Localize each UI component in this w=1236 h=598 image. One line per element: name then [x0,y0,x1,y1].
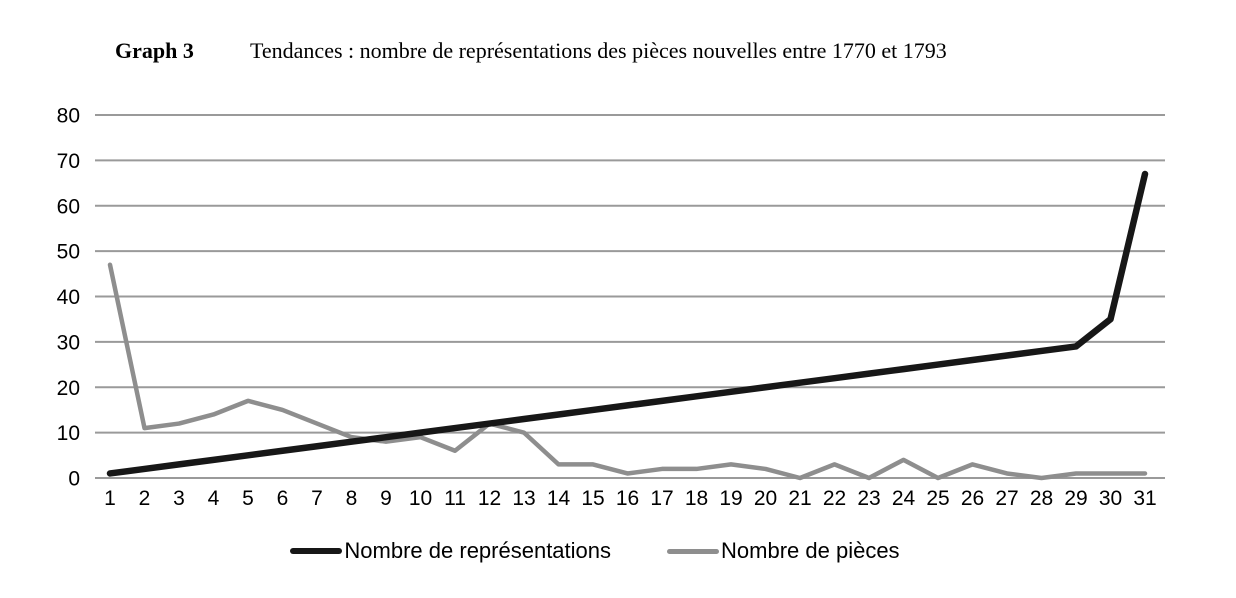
chart-title-text: Tendances : nombre de représentations de… [250,38,947,63]
x-tick-label: 27 [995,487,1018,510]
x-tick-label: 26 [961,487,984,510]
x-tick-label: 11 [444,487,466,510]
legend-label: Nombre de représentations [344,538,612,563]
legend-item-representations: Nombre de représentations [290,538,611,564]
x-tick-label: 22 [823,487,846,510]
x-tick-label: 18 [685,487,708,510]
x-tick-label: 6 [277,487,289,510]
x-tick-label: 28 [1030,487,1053,510]
x-tick-label: 10 [409,487,432,510]
x-tick-label: 12 [478,487,501,510]
gridlines [95,114,1165,479]
legend-line-swatch [667,548,720,554]
x-axis-labels: 1 2 3 4 5 6 7 8 9 10 11 12 13 14 15 16 17 18 19 20 21 22 23 24 2… [104,487,1157,510]
y-tick-label: 70 [57,150,80,173]
x-tick-label: 17 [650,487,673,510]
x-tick-label: 3 [173,487,185,510]
x-tick-label: 20 [754,487,777,510]
chart-title-label: Graph 3 [115,38,194,63]
chart-title: Graph 3 Tendances : nombre de représentat… [115,38,947,64]
x-tick-label: 9 [380,487,392,510]
series-line-representations [106,170,1149,477]
x-tick-label: 5 [242,487,254,510]
x-tick-label: 4 [208,487,220,510]
y-tick-label: 20 [57,377,80,400]
x-tick-label: 1 [104,487,116,510]
x-tick-label: 23 [857,487,880,510]
y-tick-label: 50 [57,241,80,264]
y-tick-label: 0 [68,468,80,491]
x-tick-label: 29 [1064,487,1087,510]
x-tick-label: 2 [139,487,151,510]
x-tick-label: 16 [616,487,639,510]
x-tick-label: 25 [926,487,949,510]
x-tick-label: 19 [719,487,742,510]
series-line-pieces [107,262,1148,481]
chart-legend: Nombre de représentations Nombre de pièce… [95,535,1095,567]
x-tick-label: 31 [1133,487,1156,510]
legend-line-swatch [290,548,343,554]
y-tick-label: 60 [57,195,80,218]
y-tick-label: 40 [57,286,80,309]
x-tick-label: 13 [512,487,535,510]
y-tick-label: 80 [57,105,80,128]
x-tick-label: 24 [892,487,916,510]
y-tick-label: 10 [57,422,80,445]
legend-label: Nombre de pièces [721,538,900,563]
y-tick-label: 30 [57,331,80,354]
x-tick-label: 15 [581,487,604,510]
y-axis-labels: 0 10 20 30 40 50 60 70 80 [57,105,80,491]
x-tick-label: 8 [346,487,358,510]
x-tick-label: 14 [547,487,571,510]
x-tick-label: 30 [1099,487,1122,510]
legend-item-pieces: Nombre de pièces [667,538,900,564]
x-tick-label: 7 [311,487,323,510]
x-tick-label: 21 [788,487,811,510]
